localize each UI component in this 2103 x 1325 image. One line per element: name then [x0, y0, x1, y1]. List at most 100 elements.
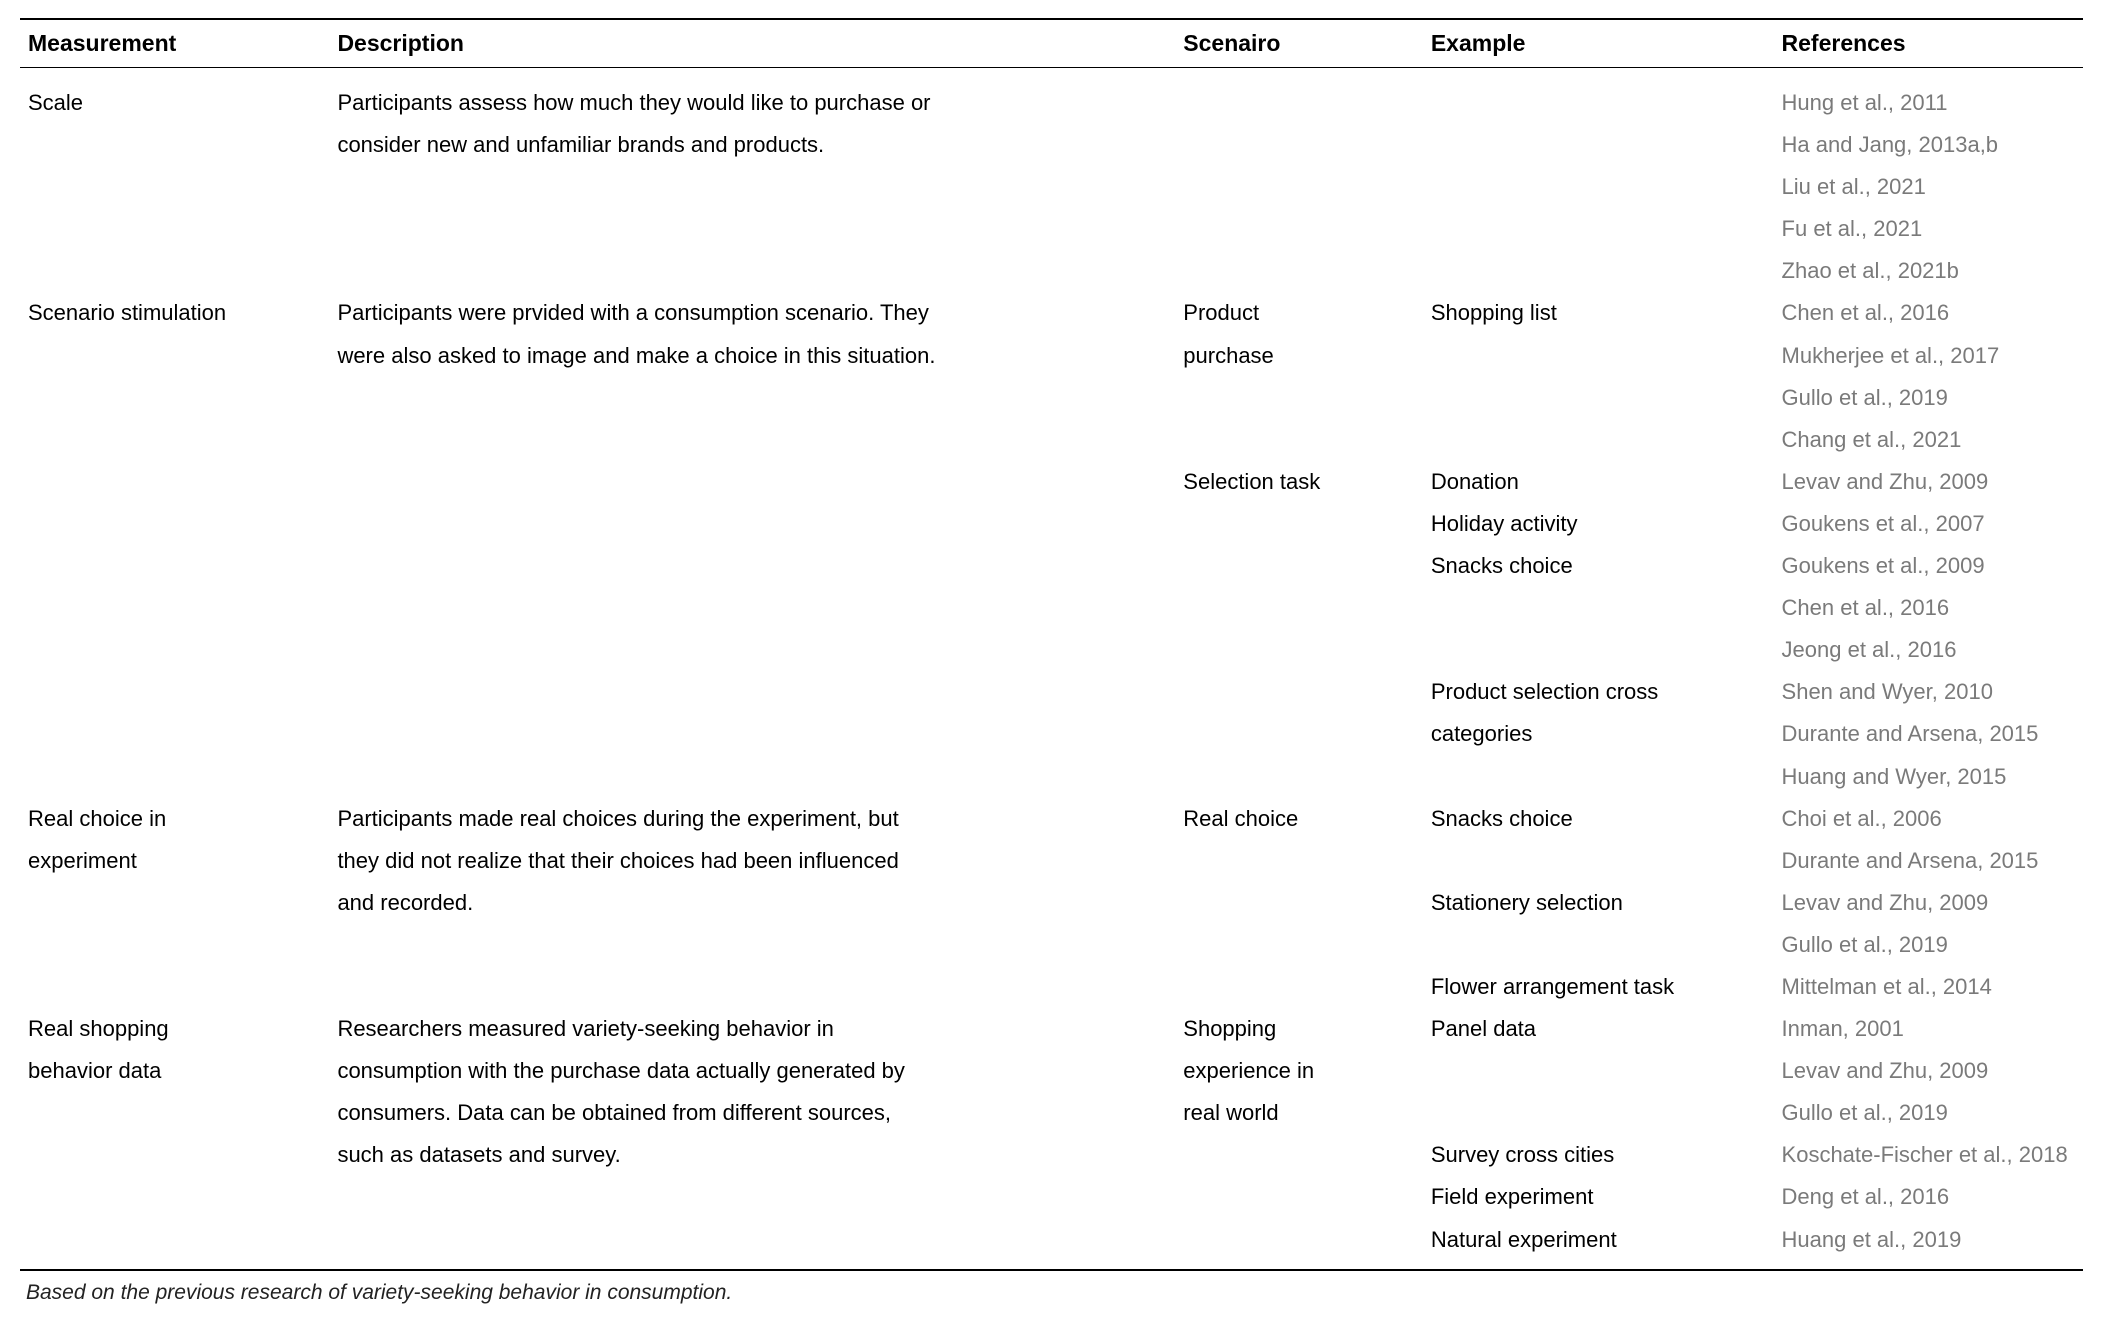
cell-reference: Durante and Arsena, 2015: [1774, 840, 2083, 882]
table-row: Liu et al., 2021: [20, 166, 2083, 208]
cell-reference: Liu et al., 2021: [1774, 166, 2083, 208]
table-row: Product selection cross Shen and Wyer, 2…: [20, 671, 2083, 713]
cell-description: consumption with the purchase data actua…: [329, 1050, 1175, 1092]
measurement-table: Measurement Description Scenairo Example…: [20, 18, 2083, 1271]
cell-reference: Chen et al., 2016: [1774, 587, 2083, 629]
cell-scenario: real world: [1175, 1092, 1423, 1134]
cell-description: Participants assess how much they would …: [329, 82, 1175, 124]
cell-example: Product selection cross: [1423, 671, 1774, 713]
cell-reference: Mukherjee et al., 2017: [1774, 335, 2083, 377]
cell-scenario: experience in: [1175, 1050, 1423, 1092]
cell-example: [1423, 82, 1774, 124]
table-row: consider new and unfamiliar brands and p…: [20, 124, 2083, 166]
cell-scenario: Shopping: [1175, 1008, 1423, 1050]
table-row: Field experiment Deng et al., 2016: [20, 1176, 2083, 1218]
cell-reference: Inman, 2001: [1774, 1008, 2083, 1050]
cell-example: categories: [1423, 713, 1774, 755]
table-row: and recorded. Stationery selection Levav…: [20, 882, 2083, 924]
table-row: Selection task Donation Levav and Zhu, 2…: [20, 461, 2083, 503]
cell-scenario: Real choice: [1175, 798, 1423, 840]
cell-reference: Levav and Zhu, 2009: [1774, 461, 2083, 503]
cell-description: consumers. Data can be obtained from dif…: [329, 1092, 1175, 1134]
cell-reference: Chen et al., 2016: [1774, 292, 2083, 334]
table-row: categories Durante and Arsena, 2015: [20, 713, 2083, 755]
col-header-measurement: Measurement: [20, 19, 329, 68]
cell-example: Flower arrangement task: [1423, 966, 1774, 1008]
table-row: Gullo et al., 2019: [20, 924, 2083, 966]
table-row: Flower arrangement task Mittelman et al.…: [20, 966, 2083, 1008]
cell-example: Stationery selection: [1423, 882, 1774, 924]
cell-reference: Levav and Zhu, 2009: [1774, 882, 2083, 924]
cell-reference: Chang et al., 2021: [1774, 419, 2083, 461]
cell-description: and recorded.: [329, 882, 1175, 924]
cell-example: Donation: [1423, 461, 1774, 503]
cell-scenario: Selection task: [1175, 461, 1423, 503]
cell-example: Shopping list: [1423, 292, 1774, 334]
table-footnote: Based on the previous research of variet…: [20, 1271, 2083, 1305]
cell-example: Panel data: [1423, 1008, 1774, 1050]
col-header-example: Example: [1423, 19, 1774, 68]
table-row: such as datasets and survey. Survey cros…: [20, 1134, 2083, 1176]
cell-description: Participants were prvided with a consump…: [329, 292, 1175, 334]
cell-reference: Durante and Arsena, 2015: [1774, 713, 2083, 755]
cell-description: Researchers measured variety-seeking beh…: [329, 1008, 1175, 1050]
cell-description: were also asked to image and make a choi…: [329, 335, 1175, 377]
table-row: Scale Participants assess how much they …: [20, 82, 2083, 124]
cell-measurement: Real shopping: [20, 1008, 329, 1050]
table-row: Scenario stimulation Participants were p…: [20, 292, 2083, 334]
cell-reference: Jeong et al., 2016: [1774, 629, 2083, 671]
cell-reference: Hung et al., 2011: [1774, 82, 2083, 124]
cell-reference: Deng et al., 2016: [1774, 1176, 2083, 1218]
table-row: consumers. Data can be obtained from dif…: [20, 1092, 2083, 1134]
cell-measurement: Scale: [20, 82, 329, 124]
col-header-references: References: [1774, 19, 2083, 68]
table-header-row: Measurement Description Scenairo Example…: [20, 19, 2083, 68]
cell-example: Snacks choice: [1423, 798, 1774, 840]
cell-example: Snacks choice: [1423, 545, 1774, 587]
table-row: Gullo et al., 2019: [20, 377, 2083, 419]
cell-description: such as datasets and survey.: [329, 1134, 1175, 1176]
table-row: Jeong et al., 2016: [20, 629, 2083, 671]
cell-reference: Huang and Wyer, 2015: [1774, 756, 2083, 798]
table-row: Huang and Wyer, 2015: [20, 756, 2083, 798]
cell-example: Holiday activity: [1423, 503, 1774, 545]
cell-reference: Gullo et al., 2019: [1774, 377, 2083, 419]
col-header-description: Description: [329, 19, 1175, 68]
table-row: behavior data consumption with the purch…: [20, 1050, 2083, 1092]
cell-description: consider new and unfamiliar brands and p…: [329, 124, 1175, 166]
cell-description: Participants made real choices during th…: [329, 798, 1175, 840]
cell-reference: Zhao et al., 2021b: [1774, 250, 2083, 292]
cell-description: they did not realize that their choices …: [329, 840, 1175, 882]
cell-reference: Mittelman et al., 2014: [1774, 966, 2083, 1008]
cell-reference: Goukens et al., 2007: [1774, 503, 2083, 545]
cell-scenario: purchase: [1175, 335, 1423, 377]
cell-example: Survey cross cities: [1423, 1134, 1774, 1176]
cell-reference: Huang et al., 2019: [1774, 1219, 2083, 1261]
table-row: Real choice in Participants made real ch…: [20, 798, 2083, 840]
table-row: Natural experiment Huang et al., 2019: [20, 1219, 2083, 1261]
cell-reference: Shen and Wyer, 2010: [1774, 671, 2083, 713]
table-row: Chang et al., 2021: [20, 419, 2083, 461]
cell-measurement: experiment: [20, 840, 329, 882]
cell-reference: Ha and Jang, 2013a,b: [1774, 124, 2083, 166]
table-row: were also asked to image and make a choi…: [20, 335, 2083, 377]
cell-scenario: [1175, 82, 1423, 124]
cell-measurement: Scenario stimulation: [20, 292, 329, 334]
table-row: Fu et al., 2021: [20, 208, 2083, 250]
cell-reference: Fu et al., 2021: [1774, 208, 2083, 250]
cell-reference: Gullo et al., 2019: [1774, 924, 2083, 966]
cell-measurement: behavior data: [20, 1050, 329, 1092]
table-row: Chen et al., 2016: [20, 587, 2083, 629]
table-row: Zhao et al., 2021b: [20, 250, 2083, 292]
cell-measurement: Real choice in: [20, 798, 329, 840]
cell-example: Natural experiment: [1423, 1219, 1774, 1261]
table-row: Snacks choice Goukens et al., 2009: [20, 545, 2083, 587]
cell-reference: Levav and Zhu, 2009: [1774, 1050, 2083, 1092]
cell-example: Field experiment: [1423, 1176, 1774, 1218]
table-row: Real shopping Researchers measured varie…: [20, 1008, 2083, 1050]
cell-scenario: Product: [1175, 292, 1423, 334]
cell-reference: Goukens et al., 2009: [1774, 545, 2083, 587]
table-row: experiment they did not realize that the…: [20, 840, 2083, 882]
cell-reference: Gullo et al., 2019: [1774, 1092, 2083, 1134]
table-row: Holiday activity Goukens et al., 2007: [20, 503, 2083, 545]
